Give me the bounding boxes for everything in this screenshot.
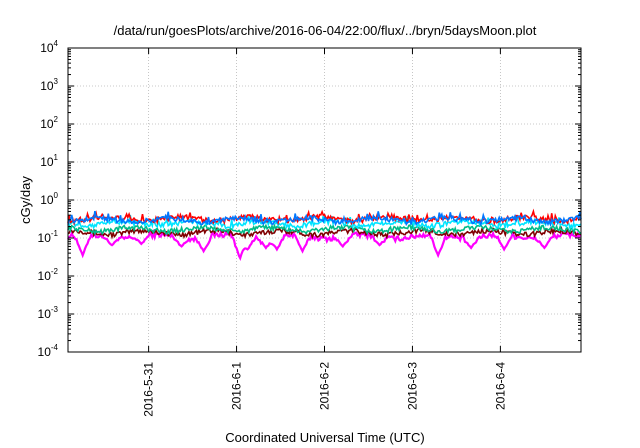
- x-tick-label: 2016-6-1: [230, 362, 244, 410]
- x-tick-label: 2016-6-3: [405, 362, 419, 410]
- x-tick-label: 2016-6-4: [493, 362, 507, 410]
- y-tick-label: 10-4: [38, 343, 59, 359]
- y-axis: 10-4 10-3 10-2 10-1 100 101 102 103 104: [38, 39, 581, 359]
- y-tick-label: 10-1: [38, 229, 59, 245]
- y-tick-label: 103: [40, 77, 58, 93]
- y-axis-label: cGy/day: [18, 176, 33, 224]
- x-tick-label: 2016-6-2: [318, 362, 332, 410]
- series-line: [67, 214, 582, 231]
- chart-title: /data/run/goesPlots/archive/2016-06-04/2…: [114, 23, 537, 38]
- x-axis-label: Coordinated Universal Time (UTC): [225, 430, 424, 445]
- y-tick-label: 10-2: [38, 267, 59, 283]
- y-tick-label: 102: [40, 115, 58, 131]
- series-layer: [67, 208, 582, 261]
- y-tick-label: 10-3: [38, 305, 59, 321]
- y-tick-label: 100: [40, 191, 58, 207]
- x-axis: 2016-5-31 2016-6-1 2016-6-2 2016-6-3 2016-6-…: [142, 48, 507, 417]
- series-line: [67, 222, 582, 236]
- y-tick-label: 104: [40, 39, 58, 55]
- y-tick-label: 101: [40, 153, 58, 169]
- x-tick-label: 2016-5-31: [142, 362, 156, 417]
- series-line: [67, 228, 582, 261]
- series-line: [67, 210, 582, 228]
- grid-lines: [68, 48, 581, 352]
